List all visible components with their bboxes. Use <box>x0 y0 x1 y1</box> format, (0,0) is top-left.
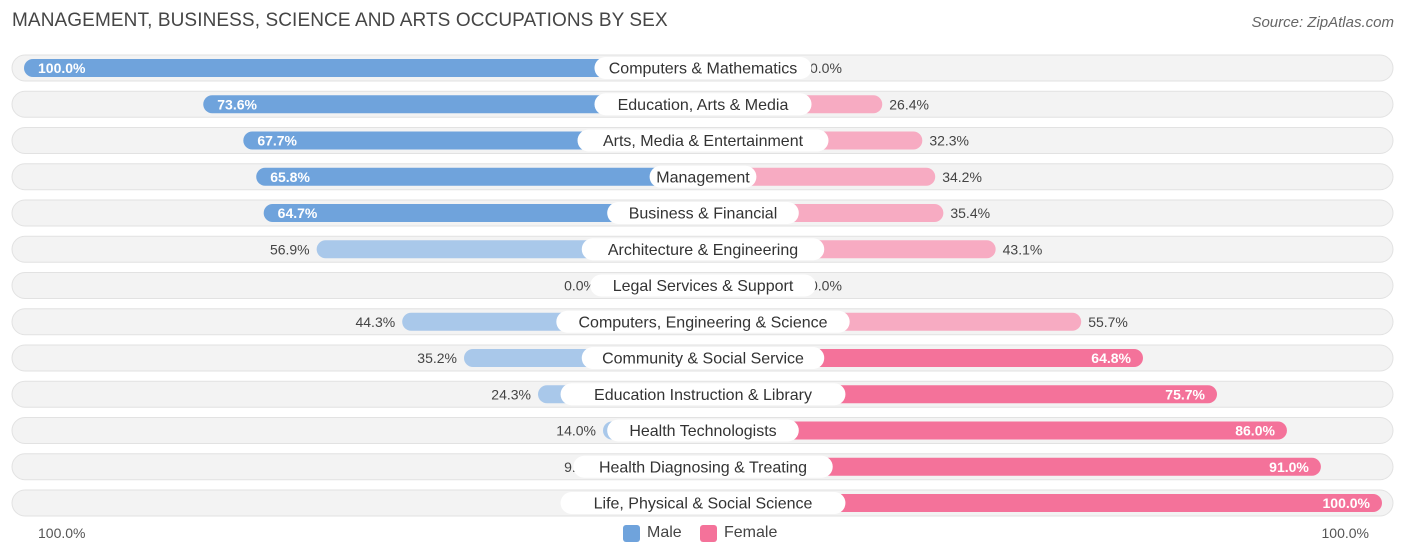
category-label-life-physical-social-science: Life, Physical & Social Science <box>594 496 813 513</box>
male-bar-management <box>256 167 703 186</box>
male-value-arts-media-entertainment: 67.7% <box>257 133 297 149</box>
source-credit: Source: ZipAtlas.com <box>1251 14 1394 31</box>
legend-swatch-male <box>623 524 640 542</box>
male-bar-education-arts-media <box>203 95 704 114</box>
female-bar-health-diagnosing-treating <box>703 457 1321 476</box>
category-pill-health-diagnosing-treating <box>573 455 833 478</box>
category-pill-architecture-engineering <box>581 238 825 261</box>
male-bar-computers-mathematics <box>24 59 703 77</box>
category-pill-legal-services-support <box>590 274 816 297</box>
category-label-education-arts-media: Education, Arts & Media <box>618 97 789 114</box>
female-value-business-financial: 35.4% <box>950 205 990 221</box>
female-value-architecture-engineering: 43.1% <box>1003 241 1043 257</box>
female-value-life-physical-social-science: 100.0% <box>1323 495 1371 511</box>
male-value-architecture-engineering: 56.9% <box>270 241 310 257</box>
category-pill-management <box>649 165 757 188</box>
female-value-management: 34.2% <box>942 169 982 185</box>
legend-item-female: Female <box>700 524 777 542</box>
male-value-education-instruction-library: 24.3% <box>491 386 531 402</box>
male-value-community-social-service: 35.2% <box>417 350 457 366</box>
male-value-computers-engineering-science: 44.3% <box>355 314 395 330</box>
category-pill-education-instruction-library <box>560 383 846 406</box>
female-bar-management <box>703 167 936 186</box>
category-label-business-financial: Business & Financial <box>629 206 778 223</box>
category-label-computers-engineering-science: Computers, Engineering & Science <box>578 314 827 331</box>
female-value-community-social-service: 64.8% <box>1091 350 1131 366</box>
female-value-education-instruction-library: 75.7% <box>1165 386 1205 402</box>
male-value-business-financial: 64.7% <box>278 205 318 221</box>
male-value-computers-mathematics: 100.0% <box>38 60 86 76</box>
female-value-computers-engineering-science: 55.7% <box>1088 314 1128 330</box>
category-label-management: Management <box>656 169 750 186</box>
category-pill-business-financial <box>607 202 799 224</box>
diverging-bar-chart: 100.0% 0.0% Computers & Mathematics 73.6% 26… <box>11 54 1394 517</box>
category-label-health-technologists: Health Technologists <box>629 423 776 440</box>
female-value-education-arts-media: 26.4% <box>889 96 929 112</box>
legend-label-male: Male <box>647 524 682 541</box>
female-value-health-diagnosing-treating: 91.0% <box>1269 459 1309 475</box>
category-label-arts-media-entertainment: Arts, Media & Entertainment <box>603 133 804 150</box>
category-label-education-instruction-library: Education Instruction & Library <box>594 387 812 404</box>
category-label-community-social-service: Community & Social Service <box>602 351 804 368</box>
category-pill-community-social-service <box>581 347 825 369</box>
axis-left-label: 100.0% <box>38 525 86 541</box>
legend-item-male: Male <box>623 524 682 542</box>
axis-right-label: 100.0% <box>1321 525 1369 541</box>
category-pill-arts-media-entertainment <box>577 129 829 152</box>
female-value-health-technologists: 86.0% <box>1235 423 1275 439</box>
chart-title: MANAGEMENT, BUSINESS, SCIENCE AND ARTS O… <box>12 10 668 31</box>
female-value-arts-media-entertainment: 32.3% <box>929 133 969 149</box>
category-pill-life-physical-social-science <box>560 492 846 514</box>
legend: Male Female <box>0 524 1406 544</box>
category-label-legal-services-support: Legal Services & Support <box>613 278 794 295</box>
legend-swatch-female <box>700 524 717 542</box>
category-label-computers-mathematics: Computers & Mathematics <box>609 61 798 78</box>
female-bar-life-physical-social-science <box>703 494 1382 512</box>
male-value-education-arts-media: 73.6% <box>217 96 257 112</box>
category-pill-education-arts-media <box>594 93 812 116</box>
category-pill-health-technologists <box>607 419 799 442</box>
category-pill-computers-engineering-science <box>556 310 850 333</box>
category-label-architecture-engineering: Architecture & Engineering <box>608 242 798 259</box>
category-pill-computers-mathematics <box>594 57 812 79</box>
female-value-computers-mathematics: 0.0% <box>810 60 842 76</box>
female-bar-health-technologists <box>703 421 1287 440</box>
female-value-legal-services-support: 0.0% <box>810 278 842 294</box>
male-bar-business-financial <box>263 204 703 222</box>
male-value-health-technologists: 14.0% <box>556 423 596 439</box>
legend-label-female: Female <box>724 524 778 541</box>
category-label-health-diagnosing-treating: Health Diagnosing & Treating <box>599 459 807 476</box>
male-value-legal-services-support: 0.0% <box>564 278 596 294</box>
male-value-management: 65.8% <box>270 169 310 185</box>
